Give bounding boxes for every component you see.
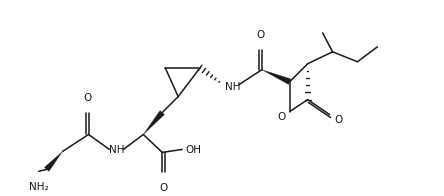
Polygon shape xyxy=(262,70,291,84)
Text: O: O xyxy=(159,183,167,193)
Text: O: O xyxy=(334,114,343,124)
Polygon shape xyxy=(143,111,164,134)
Polygon shape xyxy=(44,152,63,171)
Text: O: O xyxy=(257,30,265,40)
Text: O: O xyxy=(83,93,91,103)
Text: OH: OH xyxy=(185,145,201,155)
Text: NH: NH xyxy=(225,82,241,92)
Text: NH: NH xyxy=(109,145,124,155)
Text: NH₂: NH₂ xyxy=(29,182,48,192)
Text: O: O xyxy=(278,112,286,122)
